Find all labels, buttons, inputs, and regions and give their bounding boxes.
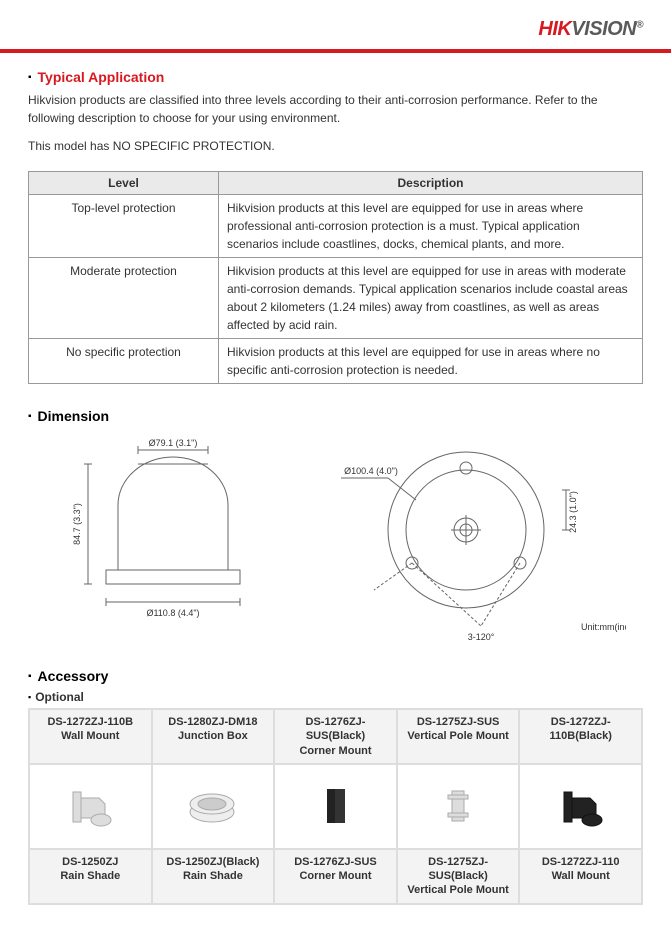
section-accessory: Accessory	[28, 668, 643, 684]
table-row: Top-level protection Hikvision products …	[29, 195, 643, 258]
section-dimension: Dimension	[28, 408, 643, 424]
table-row: No specific protection Hikvision product…	[29, 339, 643, 384]
dimension-side-view: Ø79.1 (3.1") 84.7 (3.3") Ø110.8 (4.4")	[28, 430, 288, 630]
section-typical-application: Typical Application	[28, 69, 643, 85]
acc-img-pole-mount	[397, 764, 520, 849]
table-row: Moderate protection Hikvision products a…	[29, 258, 643, 339]
brand-logo: HIKVISION®	[538, 18, 643, 41]
dim-top: Ø79.1 (3.1")	[149, 438, 198, 448]
acc-foot: DS-1250ZJRain Shade	[29, 849, 152, 904]
note-text: This model has NO SPECIFIC PROTECTION.	[28, 139, 643, 153]
acc-foot: DS-1276ZJ-SUSCorner Mount	[274, 849, 397, 904]
dimension-bottom-view: Ø100.4 (4.0") 24.3 (1.0") 3-120° Unit:mm…	[306, 430, 626, 650]
acc-img-corner-mount-black	[274, 764, 397, 849]
dim-angle: 3-120°	[468, 632, 495, 642]
logo-hik: HIK	[538, 18, 571, 40]
red-divider	[0, 49, 671, 53]
dim-unit: Unit:mm(inch)	[581, 622, 626, 632]
acc-foot: DS-1275ZJ-SUS(Black)Vertical Pole Mount	[397, 849, 520, 904]
acc-head: DS-1272ZJ-110B(Black)	[519, 709, 642, 764]
cell-desc: Hikvision products at this level are equ…	[219, 258, 643, 339]
acc-head: DS-1272ZJ-110BWall Mount	[29, 709, 152, 764]
dim-base-height: 24.3 (1.0")	[568, 491, 578, 533]
acc-head: DS-1280ZJ-DM18Junction Box	[152, 709, 275, 764]
acc-head: DS-1276ZJ-SUS(Black)Corner Mount	[274, 709, 397, 764]
intro-text: Hikvision products are classified into t…	[28, 91, 643, 127]
cell-desc: Hikvision products at this level are equ…	[219, 195, 643, 258]
acc-img-wall-mount	[29, 764, 152, 849]
acc-foot: DS-1272ZJ-110Wall Mount	[519, 849, 642, 904]
acc-img-junction-box	[152, 764, 275, 849]
col-description: Description	[219, 172, 643, 195]
dim-height: 84.7 (3.3")	[72, 503, 82, 545]
col-level: Level	[29, 172, 219, 195]
acc-foot: DS-1250ZJ(Black)Rain Shade	[152, 849, 275, 904]
cell-level: Top-level protection	[29, 195, 219, 258]
acc-img-wall-mount-black	[519, 764, 642, 849]
cell-level: No specific protection	[29, 339, 219, 384]
optional-label: Optional	[28, 690, 643, 704]
protection-table: Level Description Top-level protection H…	[28, 171, 643, 384]
accessory-grid: DS-1272ZJ-110BWall Mount DS-1280ZJ-DM18J…	[28, 708, 643, 905]
dim-base-dia: Ø100.4 (4.0")	[344, 466, 398, 476]
dim-bottom: Ø110.8 (4.4")	[146, 608, 199, 618]
dimension-diagrams: Ø79.1 (3.1") 84.7 (3.3") Ø110.8 (4.4")	[28, 430, 643, 650]
acc-head: DS-1275ZJ-SUSVertical Pole Mount	[397, 709, 520, 764]
logo-vision: VISION	[571, 18, 636, 40]
page-header: HIKVISION®	[0, 0, 671, 49]
cell-desc: Hikvision products at this level are equ…	[219, 339, 643, 384]
cell-level: Moderate protection	[29, 258, 219, 339]
